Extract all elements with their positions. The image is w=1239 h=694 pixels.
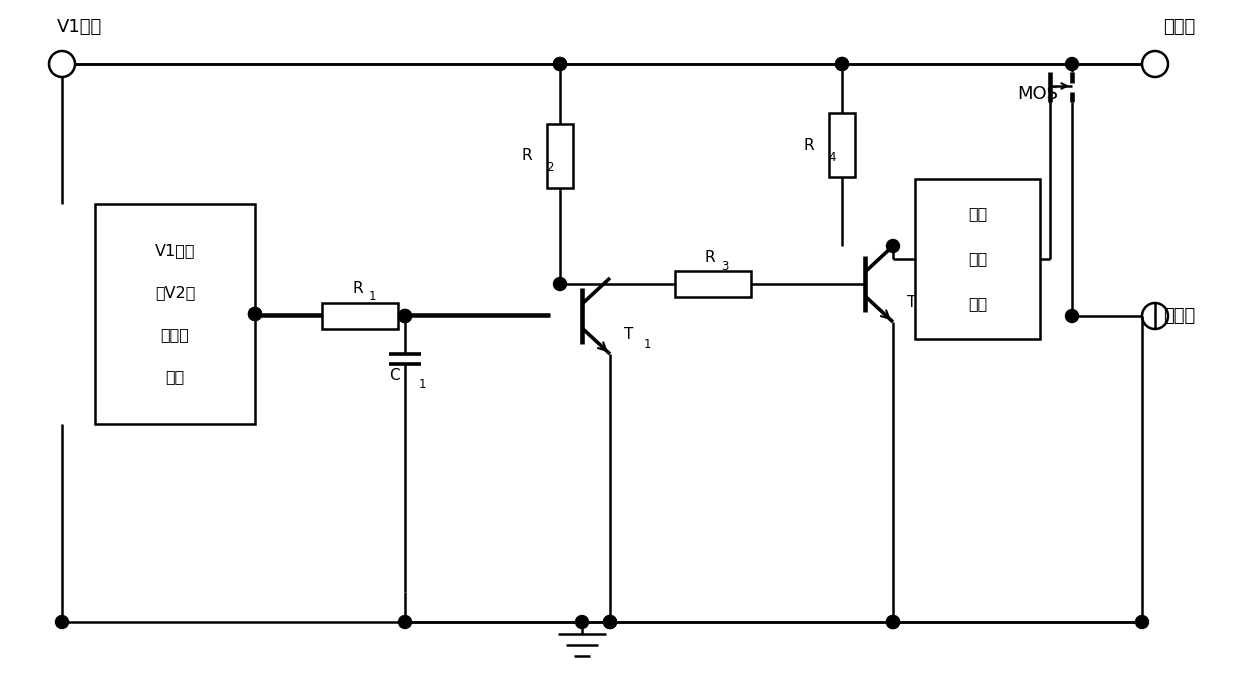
Text: 2: 2 <box>927 305 934 319</box>
Text: 2: 2 <box>546 162 554 174</box>
Text: C: C <box>389 369 400 384</box>
Text: 压转换: 压转换 <box>161 328 190 343</box>
Text: R: R <box>705 250 715 264</box>
Text: 电平: 电平 <box>968 207 987 221</box>
Circle shape <box>249 307 261 321</box>
Text: 变换: 变换 <box>968 251 987 266</box>
Circle shape <box>575 616 589 629</box>
Circle shape <box>603 616 617 629</box>
Text: 1: 1 <box>369 291 377 303</box>
Text: 模块: 模块 <box>165 369 185 384</box>
Circle shape <box>399 310 411 323</box>
Text: V1转换: V1转换 <box>155 244 196 258</box>
Bar <box>322 303 398 329</box>
Text: 为V2电: 为V2电 <box>155 285 196 301</box>
Bar <box>914 179 1040 339</box>
Text: R: R <box>352 280 363 296</box>
Text: 3: 3 <box>721 260 729 273</box>
Bar <box>674 271 751 297</box>
Text: 4: 4 <box>828 151 835 164</box>
Circle shape <box>886 616 900 629</box>
Text: 负输出: 负输出 <box>1163 307 1196 325</box>
Bar <box>829 113 855 177</box>
Bar <box>546 124 572 188</box>
Text: R: R <box>522 149 532 164</box>
Circle shape <box>886 616 900 629</box>
Circle shape <box>56 616 68 629</box>
Circle shape <box>249 307 261 321</box>
Text: 1: 1 <box>644 337 652 350</box>
Bar <box>95 204 255 424</box>
Circle shape <box>835 58 849 71</box>
Circle shape <box>835 58 849 71</box>
Text: R: R <box>803 137 814 153</box>
Circle shape <box>1066 310 1078 323</box>
Text: T: T <box>624 326 633 341</box>
Text: 1: 1 <box>419 378 426 391</box>
Circle shape <box>554 58 566 71</box>
Circle shape <box>603 616 617 629</box>
Circle shape <box>1066 58 1078 71</box>
Text: 电路: 电路 <box>968 296 987 312</box>
Text: MOS: MOS <box>1017 85 1058 103</box>
Circle shape <box>554 278 566 291</box>
Circle shape <box>554 58 566 71</box>
Text: 正输出: 正输出 <box>1163 18 1196 36</box>
Circle shape <box>399 310 411 323</box>
Text: V1输入: V1输入 <box>57 18 103 36</box>
Circle shape <box>399 616 411 629</box>
Text: T: T <box>907 294 917 310</box>
Circle shape <box>886 239 900 253</box>
Circle shape <box>1135 616 1149 629</box>
